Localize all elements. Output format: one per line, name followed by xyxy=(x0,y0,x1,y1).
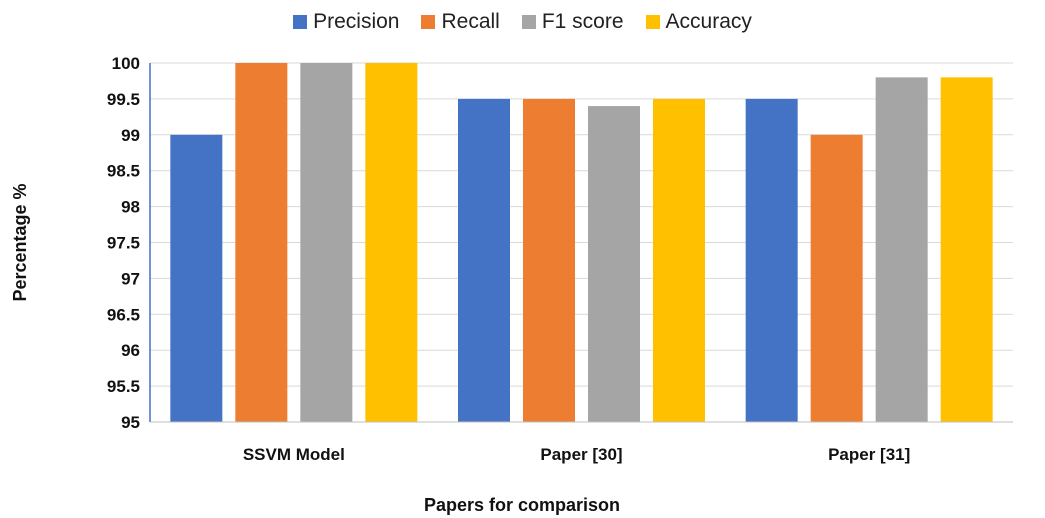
bar-f1-score xyxy=(875,77,928,423)
legend-swatch-recall xyxy=(421,15,436,29)
chart-legend: Precision Recall F1 score Accuracy xyxy=(0,10,1045,34)
legend-item-precision: Precision xyxy=(293,10,399,34)
y-tick-label: 97 xyxy=(121,269,140,288)
x-category-label: Paper [31] xyxy=(828,445,910,464)
x-category-label: SSVM Model xyxy=(243,445,345,464)
y-tick-label: 96 xyxy=(121,341,140,360)
bar-recall xyxy=(810,134,863,423)
y-tick-label: 95 xyxy=(121,413,140,432)
legend-swatch-f1 xyxy=(521,15,536,29)
y-tick-label: 96.5 xyxy=(107,305,140,324)
y-tick-label: 97.5 xyxy=(107,234,140,253)
legend-item-f1: F1 score xyxy=(521,10,624,34)
bar-recall xyxy=(523,98,575,423)
y-tick-label: 100 xyxy=(112,54,140,73)
bar-accuracy xyxy=(653,98,705,423)
bars xyxy=(170,63,993,423)
legend-label-f1: F1 score xyxy=(541,10,624,33)
y-axis-title: Percentage % xyxy=(10,183,30,301)
legend-label-accuracy: Accuracy xyxy=(665,10,752,33)
bar-precision xyxy=(745,98,798,423)
x-category-labels: SSVM Model Paper [30] Paper [31] xyxy=(243,445,910,464)
bar-precision xyxy=(170,134,223,423)
x-category-label: Paper [30] xyxy=(540,445,622,464)
bar-recall xyxy=(235,63,288,422)
bar-accuracy xyxy=(940,77,993,423)
legend-swatch-precision xyxy=(293,15,308,29)
y-tick-label: 98 xyxy=(121,198,140,217)
legend-label-precision: Precision xyxy=(313,10,400,33)
x-axis-title: Papers for comparison xyxy=(424,495,620,515)
bar-precision xyxy=(458,98,510,423)
y-tick-label: 99 xyxy=(121,126,140,145)
y-tick-label: 99.5 xyxy=(107,90,140,109)
bar-accuracy xyxy=(365,63,418,422)
legend-item-recall: Recall xyxy=(421,10,500,34)
bar-f1-score xyxy=(588,106,640,422)
legend-swatch-accuracy xyxy=(645,15,660,29)
y-tick-label: 95.5 xyxy=(107,377,140,396)
legend-label-recall: Recall xyxy=(441,10,500,33)
legend-item-accuracy: Accuracy xyxy=(645,10,752,34)
bar-f1-score xyxy=(300,63,353,422)
y-tick-labels: 95 95.5 96 96.5 97 97.5 98 98.5 99 99.5 100 xyxy=(107,54,140,432)
y-tick-label: 98.5 xyxy=(107,162,140,181)
